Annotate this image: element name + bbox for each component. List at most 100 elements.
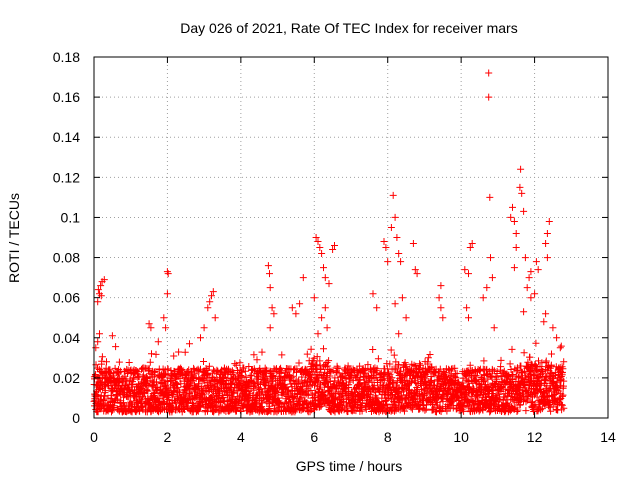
data-point — [468, 240, 476, 247]
y-tick-label: 0.02 — [53, 370, 80, 386]
data-point — [186, 340, 193, 348]
data-point — [314, 238, 322, 245]
data-point — [270, 310, 278, 318]
data-point — [154, 338, 162, 346]
data-point — [299, 274, 307, 282]
data-point — [331, 242, 338, 249]
data-point — [206, 298, 214, 306]
axis-ticks: 0 2 4 6 8 10 12 14 0 0.02 0.04 0.06 0.08 0.1 0.12 0.14 0… — [53, 49, 616, 445]
data-point — [312, 234, 320, 241]
data-point — [402, 314, 410, 322]
data-point — [553, 334, 561, 342]
data-point — [534, 266, 542, 274]
data-point — [316, 244, 324, 251]
data-point — [485, 93, 493, 101]
x-tick-label: 12 — [527, 429, 543, 445]
chart-title: Day 026 of 2021, Rate Of TEC Index for r… — [180, 20, 517, 36]
data-point — [208, 292, 215, 300]
data-point — [97, 292, 105, 300]
y-tick-label: 0.12 — [53, 169, 80, 185]
data-point — [487, 254, 494, 262]
data-point — [380, 238, 388, 245]
data-point — [540, 318, 548, 326]
data-point — [463, 304, 471, 312]
data-point — [542, 310, 550, 318]
data-point — [97, 282, 105, 290]
data-point — [92, 344, 100, 352]
data-point — [523, 284, 531, 292]
data-point — [321, 274, 329, 282]
data-point — [527, 294, 535, 302]
x-axis-label: GPS time / hours — [296, 458, 403, 474]
data-point — [549, 324, 557, 332]
data-point — [516, 183, 524, 191]
data-point — [94, 298, 102, 306]
data-point — [310, 294, 318, 302]
data-point — [108, 332, 116, 340]
y-axis-label: ROTI / TECUs — [6, 193, 22, 283]
data-point — [163, 290, 171, 298]
data-point — [266, 324, 274, 332]
data-point — [413, 270, 421, 278]
data-point — [461, 266, 469, 274]
y-tick-label: 0.16 — [53, 89, 80, 105]
data-point — [147, 324, 155, 332]
data-point — [543, 254, 551, 262]
data-point — [525, 274, 533, 282]
y-tick-label: 0.14 — [53, 129, 80, 145]
data-point — [96, 330, 103, 338]
data-point — [512, 244, 520, 251]
data-point — [411, 266, 419, 274]
data-point — [391, 300, 399, 308]
data-point — [266, 284, 274, 292]
data-point — [483, 284, 491, 292]
data-point — [323, 324, 331, 332]
data-point — [532, 258, 540, 266]
data-point — [296, 300, 304, 308]
data-point — [509, 203, 516, 211]
data-point — [384, 258, 392, 266]
data-point — [318, 314, 326, 322]
data-point — [397, 258, 405, 266]
data-point — [435, 294, 443, 302]
data-point — [485, 69, 493, 77]
data-point — [320, 264, 327, 272]
x-tick-label: 6 — [310, 429, 318, 445]
data-point — [321, 304, 329, 312]
data-point — [556, 344, 564, 352]
data-point — [437, 304, 445, 312]
data-point — [543, 230, 551, 237]
data-point — [369, 290, 377, 298]
data-point — [490, 324, 498, 332]
data-point — [510, 264, 518, 272]
data-point — [382, 244, 390, 251]
x-tick-label: 2 — [164, 429, 172, 445]
data-point — [389, 191, 397, 199]
data-point — [145, 320, 153, 328]
x-tick-label: 8 — [384, 429, 392, 445]
data-point — [292, 310, 300, 318]
data-point — [409, 240, 417, 247]
data-point — [465, 270, 472, 278]
data-point — [164, 270, 172, 278]
y-tick-label: 0.1 — [61, 209, 81, 225]
y-tick-label: 0.08 — [53, 250, 80, 266]
data-point — [439, 314, 447, 322]
y-tick-label: 0.04 — [53, 330, 80, 346]
x-tick-label: 0 — [90, 429, 98, 445]
data-point — [325, 280, 333, 288]
data-point — [518, 189, 526, 197]
data-point — [387, 224, 395, 231]
data-point — [545, 218, 553, 225]
data-point — [395, 250, 403, 257]
data-point — [542, 240, 550, 247]
data-point — [393, 234, 401, 241]
x-tick-label: 10 — [453, 429, 469, 445]
x-tick-label: 4 — [237, 429, 245, 445]
x-tick-label: 14 — [600, 429, 616, 445]
data-point — [479, 294, 487, 302]
data-point — [391, 213, 399, 221]
data-point — [211, 314, 219, 322]
data-point — [531, 290, 539, 298]
